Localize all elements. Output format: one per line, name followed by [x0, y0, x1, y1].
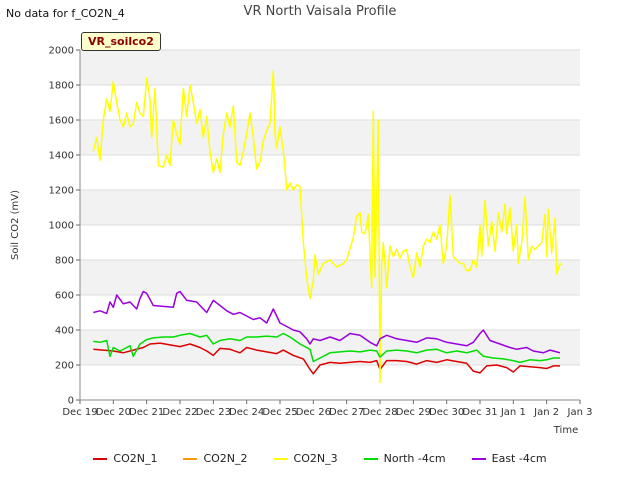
- legend-label: North -4cm: [383, 452, 446, 465]
- y-tick-label: 800: [55, 256, 74, 267]
- legend: CO2N_1 CO2N_2 CO2N_3 North -4cm East -4cm: [0, 452, 640, 465]
- x-tick-label: Jan 3: [567, 407, 593, 418]
- x-tick-label: Dec 19: [62, 407, 97, 418]
- y-tick-label: 2000: [49, 46, 74, 57]
- legend-swatch: [183, 457, 198, 460]
- chart-title: VR North Vaisala Profile: [243, 4, 397, 19]
- y-tick-label: 200: [55, 361, 74, 372]
- legend-swatch: [93, 457, 108, 460]
- y-tick-label: 1600: [49, 116, 74, 127]
- legend-label: CO2N_3: [293, 452, 338, 465]
- x-tick-label: Dec 20: [96, 407, 131, 418]
- grid-band: [80, 260, 580, 295]
- x-tick-label: Jan 1: [500, 407, 526, 418]
- legend-swatch: [273, 457, 288, 460]
- legend-swatch: [471, 457, 486, 460]
- y-tick-label: 1200: [49, 186, 74, 197]
- legend-item: North -4cm: [363, 452, 446, 465]
- grid-band: [80, 330, 580, 365]
- legend-label: CO2N_1: [113, 452, 158, 465]
- series-line-co2n-3: [92, 70, 563, 384]
- x-tick-label: Dec 29: [396, 407, 431, 418]
- x-tick-label: Dec 22: [162, 407, 197, 418]
- grid-band: [80, 190, 580, 225]
- legend-swatch: [363, 457, 378, 460]
- y-tick-label: 400: [55, 326, 74, 337]
- legend-item: CO2N_3: [273, 452, 338, 465]
- x-tick-label: Dec 31: [462, 407, 497, 418]
- legend-item: East -4cm: [471, 452, 547, 465]
- y-tick-label: 1000: [49, 221, 74, 232]
- x-tick-label: Dec 25: [262, 407, 297, 418]
- y-axis-label: Soil CO2 (mV): [10, 190, 21, 260]
- legend-item: CO2N_2: [183, 452, 248, 465]
- y-tick-label: 600: [55, 291, 74, 302]
- x-tick-label: Jan 2: [533, 407, 559, 418]
- series-line-co2n-1: [93, 342, 560, 375]
- legend-label: CO2N_2: [203, 452, 248, 465]
- y-tick-label: 1400: [49, 151, 74, 162]
- x-tick-label: Dec 26: [296, 407, 331, 418]
- x-tick-label: Dec 27: [329, 407, 364, 418]
- no-data-note: No data for f_CO2N_4: [6, 7, 125, 20]
- x-tick-label: Dec 23: [196, 407, 231, 418]
- x-tick-label: Dec 24: [229, 407, 264, 418]
- x-axis-label: Time: [553, 425, 578, 436]
- legend-item: CO2N_1: [93, 452, 157, 465]
- y-tick-label: 0: [68, 396, 74, 407]
- x-tick-label: Dec 21: [129, 407, 164, 418]
- x-tick-label: Dec 30: [429, 407, 464, 418]
- site-tag: VR_soilco2: [81, 32, 161, 51]
- series-line-north-4cm: [93, 332, 560, 364]
- legend-label: East -4cm: [491, 452, 547, 465]
- grid-band: [80, 50, 580, 85]
- x-tick-label: Dec 28: [362, 407, 397, 418]
- grid-band: [80, 120, 580, 155]
- y-tick-label: 1800: [49, 81, 74, 92]
- series-line-east-4cm: [93, 290, 561, 354]
